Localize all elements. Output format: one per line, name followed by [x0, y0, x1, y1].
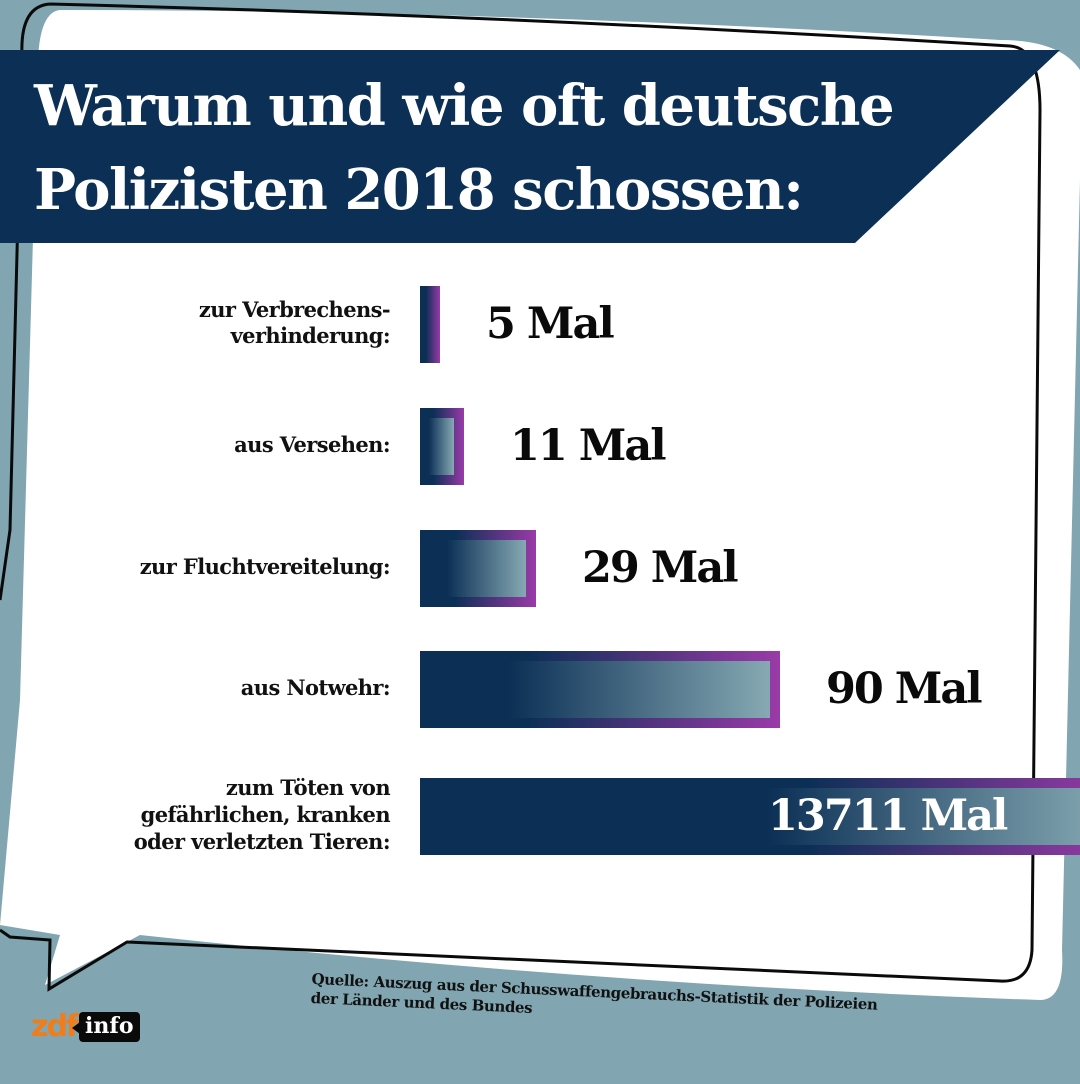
- bar-fill-4: [420, 661, 770, 718]
- category-label-line: zum Töten von: [225, 775, 391, 800]
- value-label-1: 5 Mal: [486, 298, 615, 349]
- bar-3: [420, 530, 536, 607]
- category-label-3: zur Fluchtvereitelung:: [139, 554, 391, 581]
- bar-fill-3: [420, 540, 526, 597]
- category-label-2: aus Versehen:: [234, 432, 390, 459]
- value-label-5: 13711 Mal: [768, 790, 1008, 841]
- chart-title-line-1: Warum und wie oft deutsche: [34, 73, 895, 139]
- bar-border-1: [420, 286, 440, 363]
- category-label-line: aus Versehen:: [234, 432, 390, 457]
- title-banner: [0, 50, 1060, 243]
- category-label-line: oder verletzten Tieren:: [133, 828, 391, 854]
- category-label-4: aus Notwehr:: [240, 675, 391, 702]
- zdfinfo-logo: zdf info: [31, 1010, 140, 1044]
- bubble-fill: [0, 10, 1080, 1000]
- chart-title-line-2: Polizisten 2018 schossen:: [34, 157, 804, 223]
- category-label-line: zur Verbrechens-: [198, 296, 391, 322]
- category-label-5: zum Töten von gefährlichen, kranken oder v…: [133, 775, 391, 856]
- category-label-line: zur Fluchtvereitelung:: [139, 554, 391, 579]
- category-label-line: gefährlichen, kranken: [140, 801, 391, 827]
- value-label-4: 90 Mal: [826, 663, 983, 714]
- logo-info-text: info: [72, 1012, 140, 1042]
- bar-fill-2: [420, 418, 454, 475]
- bar-1: [420, 286, 440, 363]
- value-label-2: 11 Mal: [510, 420, 667, 471]
- bar-2: [420, 408, 464, 485]
- bar-5: [420, 778, 1080, 855]
- value-label-3: 29 Mal: [582, 542, 739, 593]
- category-label-line: aus Notwehr:: [240, 675, 391, 700]
- logo-zdf-text: zdf: [31, 1009, 79, 1044]
- bar-4: [420, 651, 780, 728]
- bar-fill-5: [420, 788, 1080, 845]
- category-label-line: verhinderung:: [230, 323, 391, 349]
- category-label-1: zur Verbrechens-verhinderung:: [198, 296, 391, 351]
